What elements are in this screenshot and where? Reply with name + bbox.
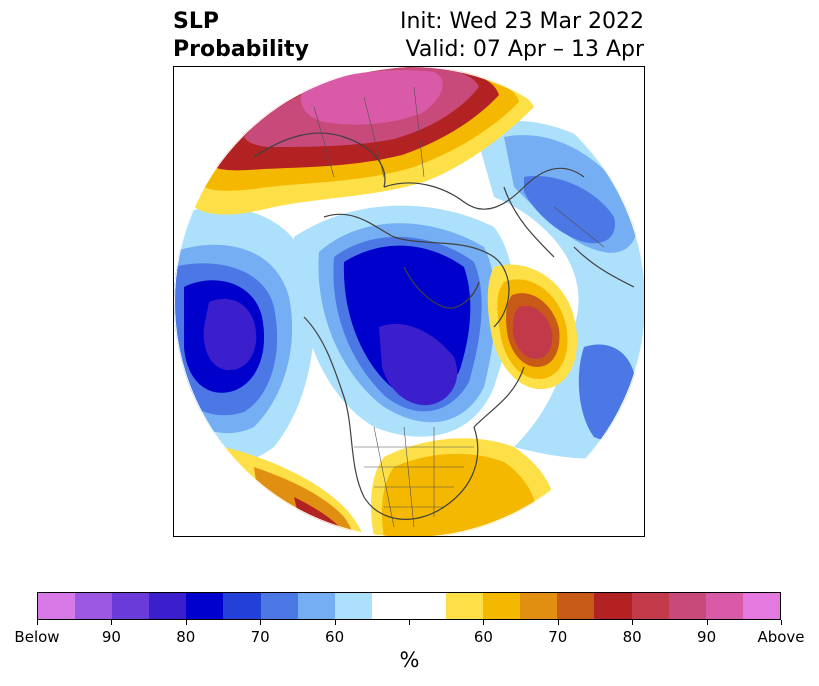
colorbar-swatch: [483, 593, 521, 619]
colorbar-tick-mark: [111, 620, 113, 625]
above-core-atlantic: [512, 305, 553, 359]
colorbar-swatch: [668, 593, 706, 619]
below-core-central: [379, 323, 458, 406]
colorbar-tick-mark: [557, 620, 559, 625]
above-70-south: [381, 453, 538, 536]
colorbar-tick-mark: [185, 620, 187, 625]
colorbar-swatch: [371, 593, 409, 619]
hemisphere-boundary: [174, 67, 644, 536]
map-dates: Init: Wed 23 Mar 2022 Valid: 07 Apr – 13…: [400, 8, 644, 64]
title-product: Probability: [173, 37, 309, 62]
colorbar-swatch: [446, 593, 484, 619]
colorbar-swatch: [38, 593, 76, 619]
title-variable: SLP: [173, 9, 219, 34]
colorbar-tick-label: 60: [473, 628, 493, 646]
colorbar-swatch: [631, 593, 669, 619]
colorbar-tick-mark: [334, 620, 336, 625]
colorbar-swatch: [260, 593, 298, 619]
political-borders: [313, 86, 605, 528]
polar-probability-map: [174, 67, 644, 536]
colorbar-swatch: [742, 593, 780, 619]
colorbar-tick-label: 90: [697, 628, 717, 646]
map-title: SLP Probability: [173, 8, 309, 64]
colorbar-swatch: [149, 593, 187, 619]
valid-range: Valid: 07 Apr – 13 Apr: [405, 37, 645, 62]
colorbar-tick-mark: [483, 620, 485, 625]
coastlines: [253, 132, 635, 520]
colorbar-tick-mark-center: [409, 620, 410, 625]
colorbar-swatch: [75, 593, 113, 619]
colorbar-tick-mark: [706, 620, 708, 625]
below-west-core: [203, 298, 257, 371]
colorbar-swatch: [186, 593, 224, 619]
colorbar-tick-mark: [632, 620, 634, 625]
colorbar-tick-label: 60: [325, 628, 345, 646]
colorbar-swatch: [112, 593, 150, 619]
colorbar-swatch: [520, 593, 558, 619]
colorbar-tick-label: 90: [101, 628, 121, 646]
init-date: Init: Wed 23 Mar 2022: [399, 9, 644, 34]
below-80-east: [524, 176, 615, 244]
colorbar-tick-label: 70: [250, 628, 270, 646]
colorbar-tick-label: Above: [757, 628, 805, 646]
colorbar-units: %: [399, 648, 420, 672]
colorbar-tick-mark: [37, 620, 38, 625]
colorbar-tick-label: 80: [622, 628, 642, 646]
colorbar-swatch: [705, 593, 743, 619]
colorbar-tick-label: 70: [548, 628, 568, 646]
map-panel: [173, 66, 645, 537]
probability-colorbar: [37, 592, 781, 620]
colorbar-swatch: [408, 593, 447, 619]
colorbar-swatch: [297, 593, 335, 619]
colorbar-tick-mark: [781, 620, 782, 625]
colorbar-ticks: Below 90 80 70 60 60 70 80 90 Above: [14, 620, 805, 650]
colorbar-swatch: [334, 593, 372, 619]
colorbar-swatch: [594, 593, 632, 619]
colorbar-tick-mark: [260, 620, 262, 625]
colorbar-tick-label: 80: [176, 628, 196, 646]
colorbar-tick-label: Below: [14, 628, 60, 646]
colorbar-swatch: [223, 593, 261, 619]
above-core-north: [300, 70, 443, 125]
colorbar-swatch: [557, 593, 595, 619]
